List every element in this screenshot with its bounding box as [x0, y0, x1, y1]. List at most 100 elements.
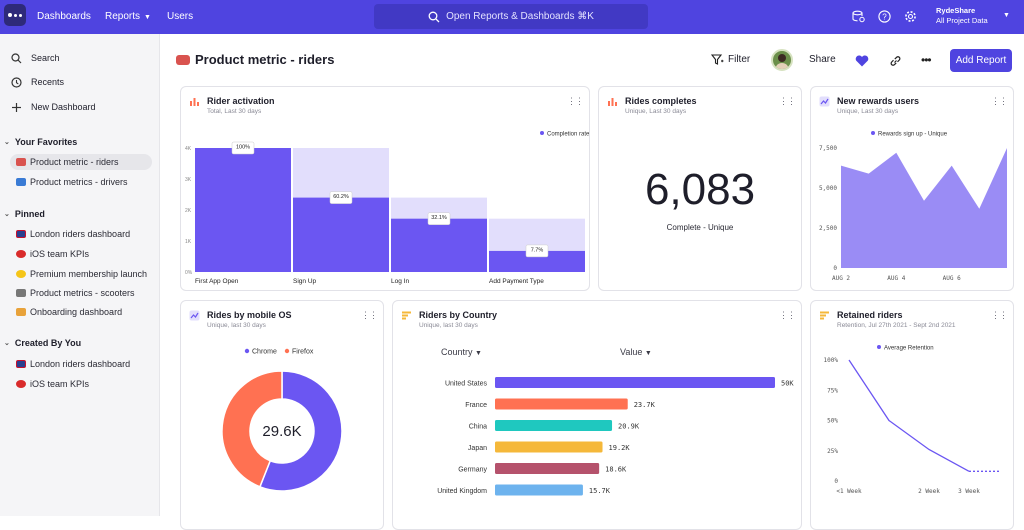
country-column-header[interactable]: Country ▼ — [441, 347, 482, 357]
card-rider-activation[interactable]: Rider activation Total, Last 30 days ⋮⋮ … — [180, 86, 590, 291]
chevron-down-icon[interactable]: ▼ — [1003, 12, 1010, 19]
project-name: All Project Data — [936, 16, 988, 25]
database-icon[interactable] — [852, 10, 865, 23]
car-icon — [16, 158, 26, 166]
y-tick-label: 100% — [824, 357, 839, 364]
sidebar-item-product-metric-riders[interactable]: Product metric - riders — [10, 154, 152, 170]
legend-swatch — [540, 131, 544, 135]
legend-swatch — [877, 345, 881, 349]
y-tick-label: 3K — [185, 177, 192, 183]
nav-users[interactable]: Users — [167, 11, 193, 22]
metric-value: 6,083 — [644, 165, 756, 214]
card-riders-by-country[interactable]: Riders by Country Unique, last 30 days ⋮… — [392, 300, 802, 530]
apple-icon — [16, 380, 26, 388]
card-title: New rewards users — [837, 96, 920, 106]
data-label-box — [525, 244, 549, 258]
gear-icon[interactable] — [904, 10, 917, 23]
section-title: Created By You — [14, 338, 82, 348]
nav-reports[interactable]: Reports ▼ — [105, 11, 151, 22]
more-icon[interactable]: ••• — [921, 53, 932, 67]
sidebar-item-scooters[interactable]: Product metrics - scooters — [16, 285, 135, 301]
mixpanel-logo[interactable] — [4, 4, 26, 26]
add-report-button[interactable]: Add Report — [950, 49, 1012, 72]
card-title: Rides completes — [625, 96, 697, 106]
donut-center-value: 29.6K — [262, 423, 301, 440]
filter-icon — [711, 54, 724, 65]
line-chart: Average Retention 100% 75% 50% 25% 0 <1 Week 2 … — [824, 345, 1001, 495]
smile-icon — [16, 270, 26, 278]
y-tick-label: 1K — [185, 239, 192, 245]
data-label-box — [329, 191, 353, 204]
search-placeholder: Open Reports & Dashboards ⌘K — [446, 11, 594, 22]
x-tick-label: Add Payment Type — [489, 278, 544, 285]
chevron-down-icon: ⌄ — [4, 139, 10, 146]
sidebar-item-ios-kpis[interactable]: iOS team KPIs — [16, 246, 89, 262]
sidebar-item-product-metrics-drivers[interactable]: Product metrics - drivers — [16, 174, 128, 190]
x-tick-label: First App Open — [195, 278, 239, 285]
chevron-down-icon: ⌄ — [4, 340, 10, 347]
drag-handle-icon[interactable]: ⋮⋮ — [991, 310, 1008, 320]
sidebar-new-dashboard[interactable]: New Dashboard — [0, 98, 160, 116]
x-tick-label: AUG 4 — [887, 275, 905, 282]
page-title-text: Product metric - riders — [195, 52, 335, 67]
bar-chart-icon — [190, 98, 199, 106]
legend-label: Completion rate — [547, 132, 590, 138]
share-button[interactable]: Share — [809, 54, 836, 65]
clock-icon — [10, 76, 22, 88]
heart-icon[interactable] — [855, 55, 869, 67]
sidebar-item-label: Product metrics - scooters — [30, 288, 135, 298]
card-new-rewards[interactable]: New rewards users Unique, Last 30 days ⋮… — [810, 86, 1014, 291]
drag-handle-icon[interactable]: ⋮⋮ — [991, 96, 1008, 106]
data-label: 32.1% — [431, 215, 447, 221]
filter-button[interactable]: Filter — [711, 54, 750, 65]
y-tick-label: 0 — [834, 478, 838, 485]
help-icon[interactable]: ? — [878, 10, 891, 23]
funnel-bar — [391, 218, 487, 272]
chevron-down-icon: ▼ — [144, 14, 151, 21]
card-retained-riders[interactable]: Retained riders Retention, Jul 27th 2021… — [810, 300, 1014, 530]
y-tick-label: 2,500 — [819, 225, 837, 232]
avatar[interactable] — [771, 49, 793, 71]
sidebar-recents[interactable]: Recents — [0, 73, 160, 91]
legend-label: Chrome — [252, 349, 277, 356]
card-rides-by-os[interactable]: Rides by mobile OS Unique, last 30 days … — [180, 300, 384, 530]
section-created-by-you[interactable]: ⌄ Created By You — [4, 338, 81, 348]
drag-handle-icon[interactable]: ⋮⋮ — [567, 96, 584, 106]
value-column-header[interactable]: Value ▼ — [620, 347, 652, 357]
car-icon — [16, 178, 26, 186]
line-chart-icon — [819, 96, 830, 107]
y-tick-label: 25% — [827, 448, 838, 455]
sidebar-label: Recents — [31, 77, 65, 87]
sidebar-item-london-riders-2[interactable]: London riders dashboard — [16, 356, 130, 372]
drag-handle-icon[interactable]: ⋮⋮ — [779, 96, 796, 106]
data-label: 100% — [236, 145, 250, 151]
legend-swatch — [871, 131, 875, 135]
section-title: Your Favorites — [14, 137, 78, 147]
sidebar-search[interactable]: Search — [0, 49, 160, 67]
drag-handle-icon[interactable]: ⋮⋮ — [779, 310, 796, 320]
card-rides-completes[interactable]: Rides completes Unique, Last 30 days ⋮⋮ … — [598, 86, 802, 291]
sidebar-item-premium-membership[interactable]: Premium membership launch — [16, 266, 147, 282]
sidebar-item-onboarding[interactable]: Onboarding dashboard — [16, 304, 122, 320]
pie-slice — [221, 370, 283, 488]
chevron-down-icon: ▼ — [475, 350, 482, 357]
drag-handle-icon[interactable]: ⋮⋮ — [361, 310, 378, 320]
card-title: Rider activation — [207, 96, 275, 106]
sidebar-item-london-riders[interactable]: London riders dashboard — [16, 226, 130, 242]
search-bar[interactable]: Open Reports & Dashboards ⌘K — [374, 4, 648, 29]
legend-label: Average Retention — [884, 346, 934, 352]
nav-dashboards[interactable]: Dashboards — [37, 11, 91, 22]
sidebar-item-ios-kpis-2[interactable]: iOS team KPIs — [16, 376, 89, 392]
section-pinned[interactable]: ⌄ Pinned — [4, 209, 45, 219]
retention-icon — [820, 311, 829, 320]
plus-icon — [10, 102, 22, 113]
section-your-favorites[interactable]: ⌄ Your Favorites — [4, 137, 77, 147]
card-subtitle: Unique, last 30 days — [207, 322, 266, 329]
link-icon[interactable] — [889, 55, 902, 67]
sidebar-item-label: Product metric - riders — [30, 157, 119, 167]
y-tick-label: 7,500 — [819, 145, 837, 152]
data-label-box — [231, 141, 255, 155]
org-switcher[interactable]: RydeShare All Project Data — [936, 6, 988, 26]
funnel-bar — [195, 148, 291, 272]
funnel-bar — [293, 197, 389, 272]
